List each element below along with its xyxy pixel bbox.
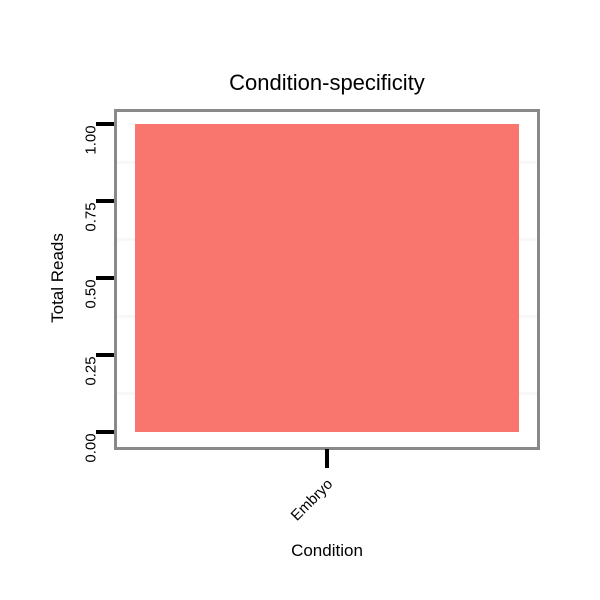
- y-axis-title: Total Reads: [48, 233, 67, 323]
- x-axis-title: Condition: [291, 541, 363, 560]
- y-tick-label: 0.00: [82, 433, 100, 463]
- y-tick-mark: [96, 430, 114, 434]
- bar-embryo: [135, 124, 519, 432]
- plot-panel-border: [114, 109, 540, 450]
- y-tick-label: 0.75: [82, 202, 100, 232]
- y-tick-label: 0.50: [82, 279, 100, 309]
- chart-title: Condition-specificity: [229, 70, 425, 95]
- y-tick-mark: [96, 122, 114, 126]
- y-tick-mark: [96, 276, 114, 280]
- y-tick-label: 1.00: [82, 125, 100, 155]
- y-tick-mark: [96, 353, 114, 357]
- y-tick-label: 0.25: [82, 356, 100, 386]
- x-tick-label-embryo: Embryo: [287, 475, 337, 525]
- x-tick-mark: [325, 449, 329, 468]
- y-tick-mark: [96, 199, 114, 203]
